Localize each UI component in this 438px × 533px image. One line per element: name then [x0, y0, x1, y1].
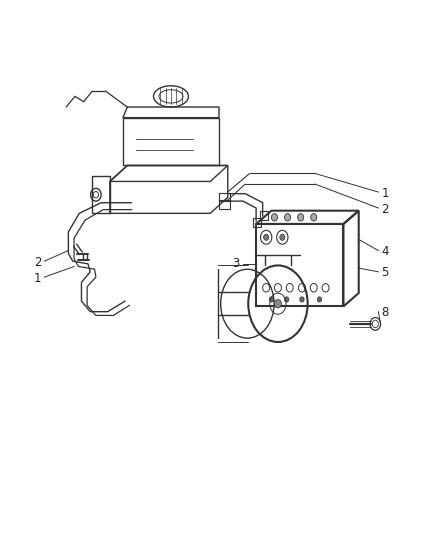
Bar: [253, 218, 261, 227]
Bar: [219, 192, 230, 201]
Text: 5: 5: [381, 266, 389, 279]
Circle shape: [297, 214, 304, 221]
Circle shape: [275, 300, 282, 308]
Circle shape: [280, 234, 285, 240]
Circle shape: [300, 297, 304, 302]
Text: 2: 2: [381, 203, 389, 215]
Text: 1: 1: [34, 272, 41, 285]
Text: 8: 8: [381, 306, 389, 319]
Bar: [261, 211, 268, 220]
Bar: [219, 200, 230, 208]
Circle shape: [264, 234, 268, 240]
Circle shape: [311, 214, 317, 221]
Circle shape: [285, 297, 289, 302]
Text: 3: 3: [233, 257, 240, 270]
Circle shape: [317, 297, 321, 302]
Circle shape: [269, 297, 274, 302]
Text: 1: 1: [381, 187, 389, 200]
Text: 4: 4: [381, 245, 389, 258]
Text: 2: 2: [34, 256, 41, 269]
Circle shape: [285, 214, 290, 221]
Circle shape: [272, 214, 278, 221]
